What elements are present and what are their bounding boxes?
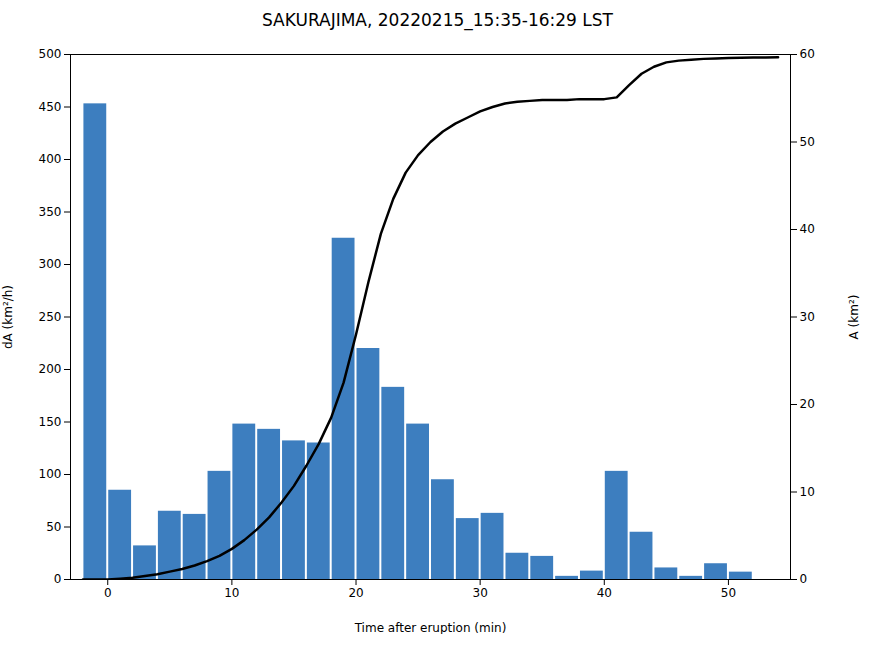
html-text:SAKURAJIMA, 20220215_15:35-16:: SAKURAJIMA, 20220215_15:35-16:29 LST [262,10,613,30]
svg-text:40: 40 [597,586,612,600]
svg-text:400: 400 [39,152,62,166]
svg-text:0: 0 [54,572,62,586]
svg-text:50: 50 [46,520,61,534]
svg-text:40: 40 [800,222,815,236]
svg-text:100: 100 [39,467,62,481]
svg-text:dA (km²/h): dA (km²/h) [1,285,15,349]
svg-text:50: 50 [800,135,815,149]
svg-text:30: 30 [473,586,488,600]
svg-text:250: 250 [39,310,62,324]
svg-text:0: 0 [800,572,808,586]
svg-text:10: 10 [224,586,239,600]
svg-text:500: 500 [39,47,62,61]
svg-text:200: 200 [39,362,62,376]
svg-text:350: 350 [39,205,62,219]
svg-text:30: 30 [800,310,815,324]
svg-text:Time after eruption (min): Time after eruption (min) [354,621,507,635]
svg-text:20: 20 [800,397,815,411]
svg-text:0: 0 [104,586,112,600]
svg-text:50: 50 [721,586,736,600]
svg-text:60: 60 [800,47,815,61]
svg-text:20: 20 [348,586,363,600]
svg-text:A (km²): A (km²) [847,295,861,340]
svg-text:150: 150 [39,415,62,429]
svg-text:10: 10 [800,485,815,499]
svg-text:300: 300 [39,257,62,271]
svg-text:450: 450 [39,100,62,114]
